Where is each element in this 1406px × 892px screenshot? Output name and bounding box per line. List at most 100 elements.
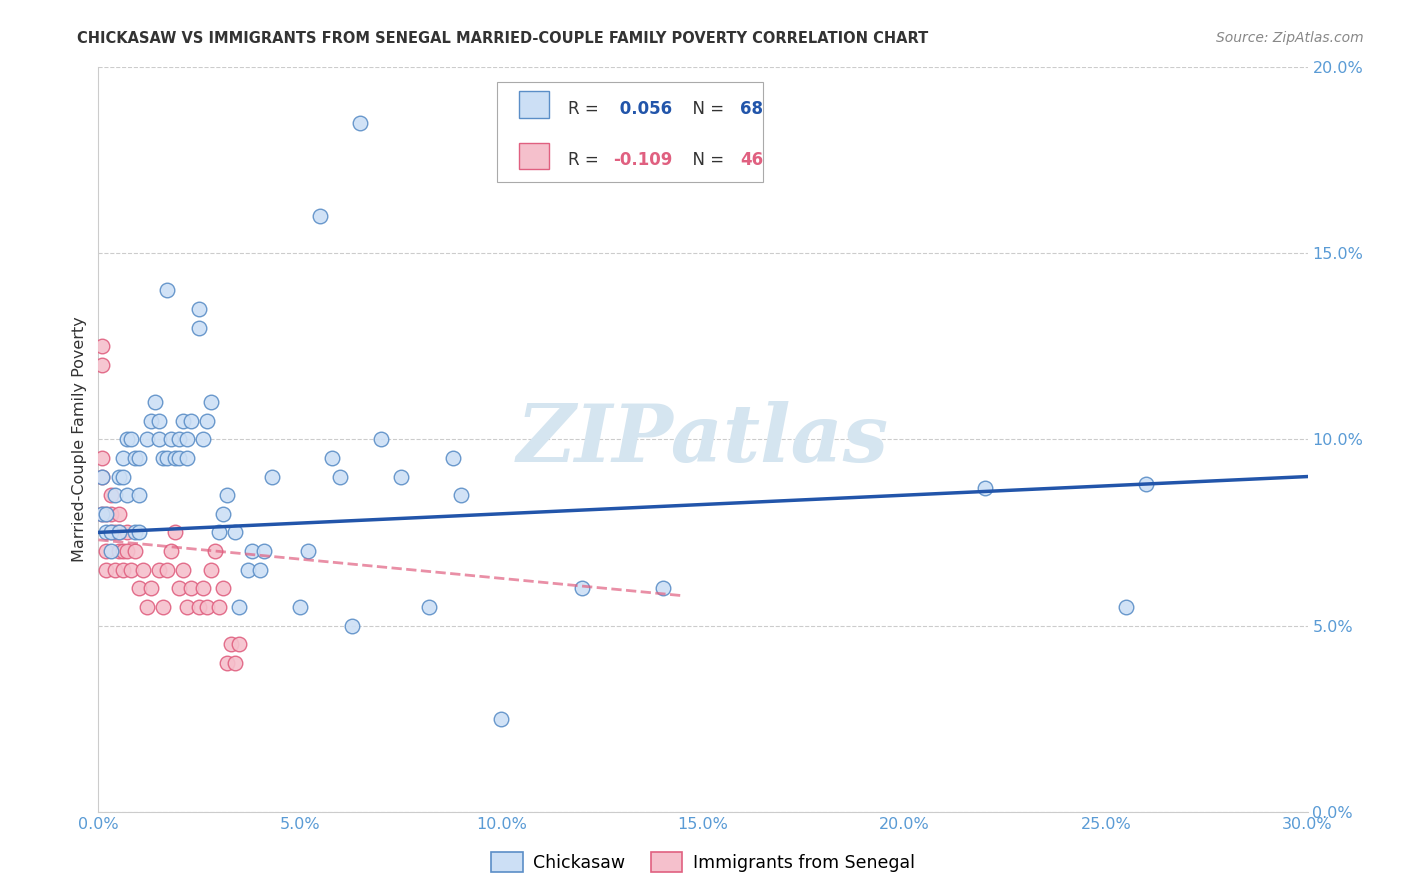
Point [135, 432, 157, 446]
Point [167, 450, 190, 465]
Point [91, 339, 114, 353]
Point [128, 450, 150, 465]
Point [107, 469, 129, 483]
Point [176, 432, 198, 446]
Point [91, 469, 114, 483]
Point [163, 450, 186, 465]
Point [188, 599, 211, 614]
Point [100, 507, 122, 521]
Point [651, 582, 673, 596]
Point [176, 599, 198, 614]
Point [249, 563, 271, 577]
Point [148, 432, 170, 446]
Text: ZIPatlas: ZIPatlas [517, 401, 889, 478]
Point [152, 599, 174, 614]
Point [163, 525, 186, 540]
Point [441, 450, 464, 465]
Point [91, 450, 114, 465]
Point [212, 507, 235, 521]
Point [450, 488, 472, 502]
Point [96, 507, 118, 521]
Point [321, 450, 343, 465]
Point [288, 599, 311, 614]
Point [96, 544, 118, 558]
Point [124, 450, 146, 465]
Point [107, 525, 129, 540]
Point [107, 507, 129, 521]
Point [167, 432, 190, 446]
Point [156, 283, 179, 297]
Point [91, 507, 114, 521]
Point [193, 582, 215, 596]
Point [103, 488, 125, 502]
Point [221, 637, 243, 651]
Text: N =: N = [682, 151, 730, 169]
Text: R =: R = [568, 151, 603, 169]
Point [115, 488, 138, 502]
Point [111, 563, 134, 577]
Point [115, 525, 138, 540]
Text: N =: N = [682, 100, 730, 118]
Point [228, 637, 250, 651]
Point [176, 450, 198, 465]
FancyBboxPatch shape [519, 143, 550, 169]
Point [91, 469, 114, 483]
Text: CHICKASAW VS IMMIGRANTS FROM SENEGAL MARRIED-COUPLE FAMILY POVERTY CORRELATION C: CHICKASAW VS IMMIGRANTS FROM SENEGAL MAR… [77, 31, 928, 46]
Point [370, 432, 392, 446]
Text: 68: 68 [741, 100, 763, 118]
Point [974, 481, 997, 495]
Point [120, 563, 142, 577]
Point [200, 563, 222, 577]
Point [91, 507, 114, 521]
Point [128, 488, 150, 502]
Point [111, 450, 134, 465]
Point [188, 301, 211, 316]
Point [107, 544, 129, 558]
Point [103, 563, 125, 577]
Point [96, 525, 118, 540]
Point [180, 414, 202, 428]
Point [107, 525, 129, 540]
Point [224, 656, 246, 670]
Point [148, 563, 170, 577]
Point [228, 599, 250, 614]
Point [139, 414, 162, 428]
Text: R =: R = [568, 100, 603, 118]
Point [309, 209, 332, 223]
Point [208, 599, 231, 614]
Point [160, 432, 183, 446]
Point [120, 432, 142, 446]
Point [329, 469, 352, 483]
Point [342, 618, 364, 632]
Point [100, 525, 122, 540]
Point [115, 432, 138, 446]
Point [253, 544, 276, 558]
Point [135, 599, 157, 614]
Point [1135, 477, 1157, 491]
Point [200, 395, 222, 409]
Point [195, 414, 218, 428]
Point [160, 544, 183, 558]
Point [139, 582, 162, 596]
Point [571, 582, 593, 596]
Point [128, 582, 150, 596]
Point [217, 488, 239, 502]
Point [180, 582, 202, 596]
Point [148, 414, 170, 428]
Point [172, 563, 194, 577]
Point [103, 525, 125, 540]
Point [91, 358, 114, 372]
Point [236, 563, 259, 577]
Point [240, 544, 263, 558]
Point [156, 563, 179, 577]
Point [188, 320, 211, 334]
Point [156, 450, 179, 465]
Point [1115, 599, 1137, 614]
Point [132, 563, 155, 577]
Point [124, 544, 146, 558]
Point [349, 116, 371, 130]
FancyBboxPatch shape [519, 92, 550, 118]
Legend: Chickasaw, Immigrants from Senegal: Chickasaw, Immigrants from Senegal [484, 845, 922, 879]
Y-axis label: Married-Couple Family Poverty: Married-Couple Family Poverty [72, 317, 87, 562]
Point [115, 544, 138, 558]
